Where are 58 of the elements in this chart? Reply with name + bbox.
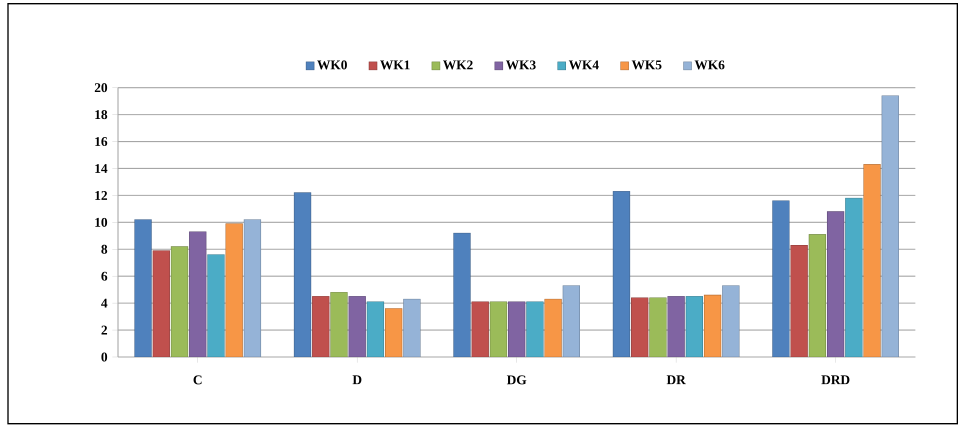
y-tick-label: 10 — [95, 218, 108, 227]
legend-label: WK5 — [632, 60, 662, 70]
bar — [348, 296, 366, 357]
bar — [882, 95, 899, 357]
bar — [790, 244, 808, 357]
y-tick-label: 6 — [101, 272, 108, 281]
legend-label: WK0 — [317, 60, 347, 70]
x-tick-label: DG — [506, 375, 526, 384]
legend-label: WK2 — [443, 60, 473, 70]
y-tick-label: 16 — [95, 137, 108, 146]
y-tick-label: 14 — [95, 164, 108, 173]
x-tick-label: C — [194, 375, 202, 384]
bar — [722, 285, 740, 357]
bar — [330, 292, 348, 357]
bar — [152, 250, 170, 357]
y-tick-label: 18 — [95, 110, 108, 120]
y-tick-label: 4 — [101, 298, 108, 308]
bar — [526, 302, 544, 357]
bar — [631, 297, 648, 357]
bar — [612, 191, 630, 357]
x-tick-label: D — [352, 375, 362, 384]
bar — [667, 296, 685, 357]
y-tick-label: 2 — [102, 326, 108, 334]
bar — [508, 302, 526, 357]
legend-label: WK4 — [568, 60, 599, 70]
bar — [704, 294, 722, 357]
bar — [490, 302, 508, 357]
bar — [826, 211, 844, 357]
bar — [244, 219, 262, 357]
y-tick-label: 12 — [95, 190, 108, 200]
bar — [808, 234, 826, 357]
bar — [562, 285, 580, 357]
bar — [312, 296, 330, 357]
bar — [772, 200, 790, 357]
bar — [472, 302, 489, 357]
bar — [366, 302, 384, 357]
bar — [453, 232, 471, 357]
bar — [385, 308, 402, 357]
bar — [170, 246, 188, 357]
bar — [226, 223, 243, 357]
bar — [189, 231, 206, 357]
bar — [207, 254, 225, 357]
bar — [649, 297, 667, 357]
bar — [294, 192, 312, 357]
bar — [686, 296, 704, 357]
bar — [134, 219, 152, 357]
bar — [544, 298, 562, 357]
bar — [403, 298, 421, 357]
legend-label: WK1 — [380, 60, 410, 70]
x-tick-label: DR — [666, 375, 686, 384]
legend-label: WK3 — [506, 60, 536, 70]
legend-label: WK6 — [694, 60, 724, 70]
y-tick-label: 0 — [101, 352, 108, 362]
x-tick-label: DRD — [821, 375, 850, 384]
bar — [863, 164, 881, 357]
bar — [845, 198, 862, 357]
y-tick-label: 8 — [101, 244, 108, 254]
y-tick-label: 20 — [94, 83, 108, 92]
